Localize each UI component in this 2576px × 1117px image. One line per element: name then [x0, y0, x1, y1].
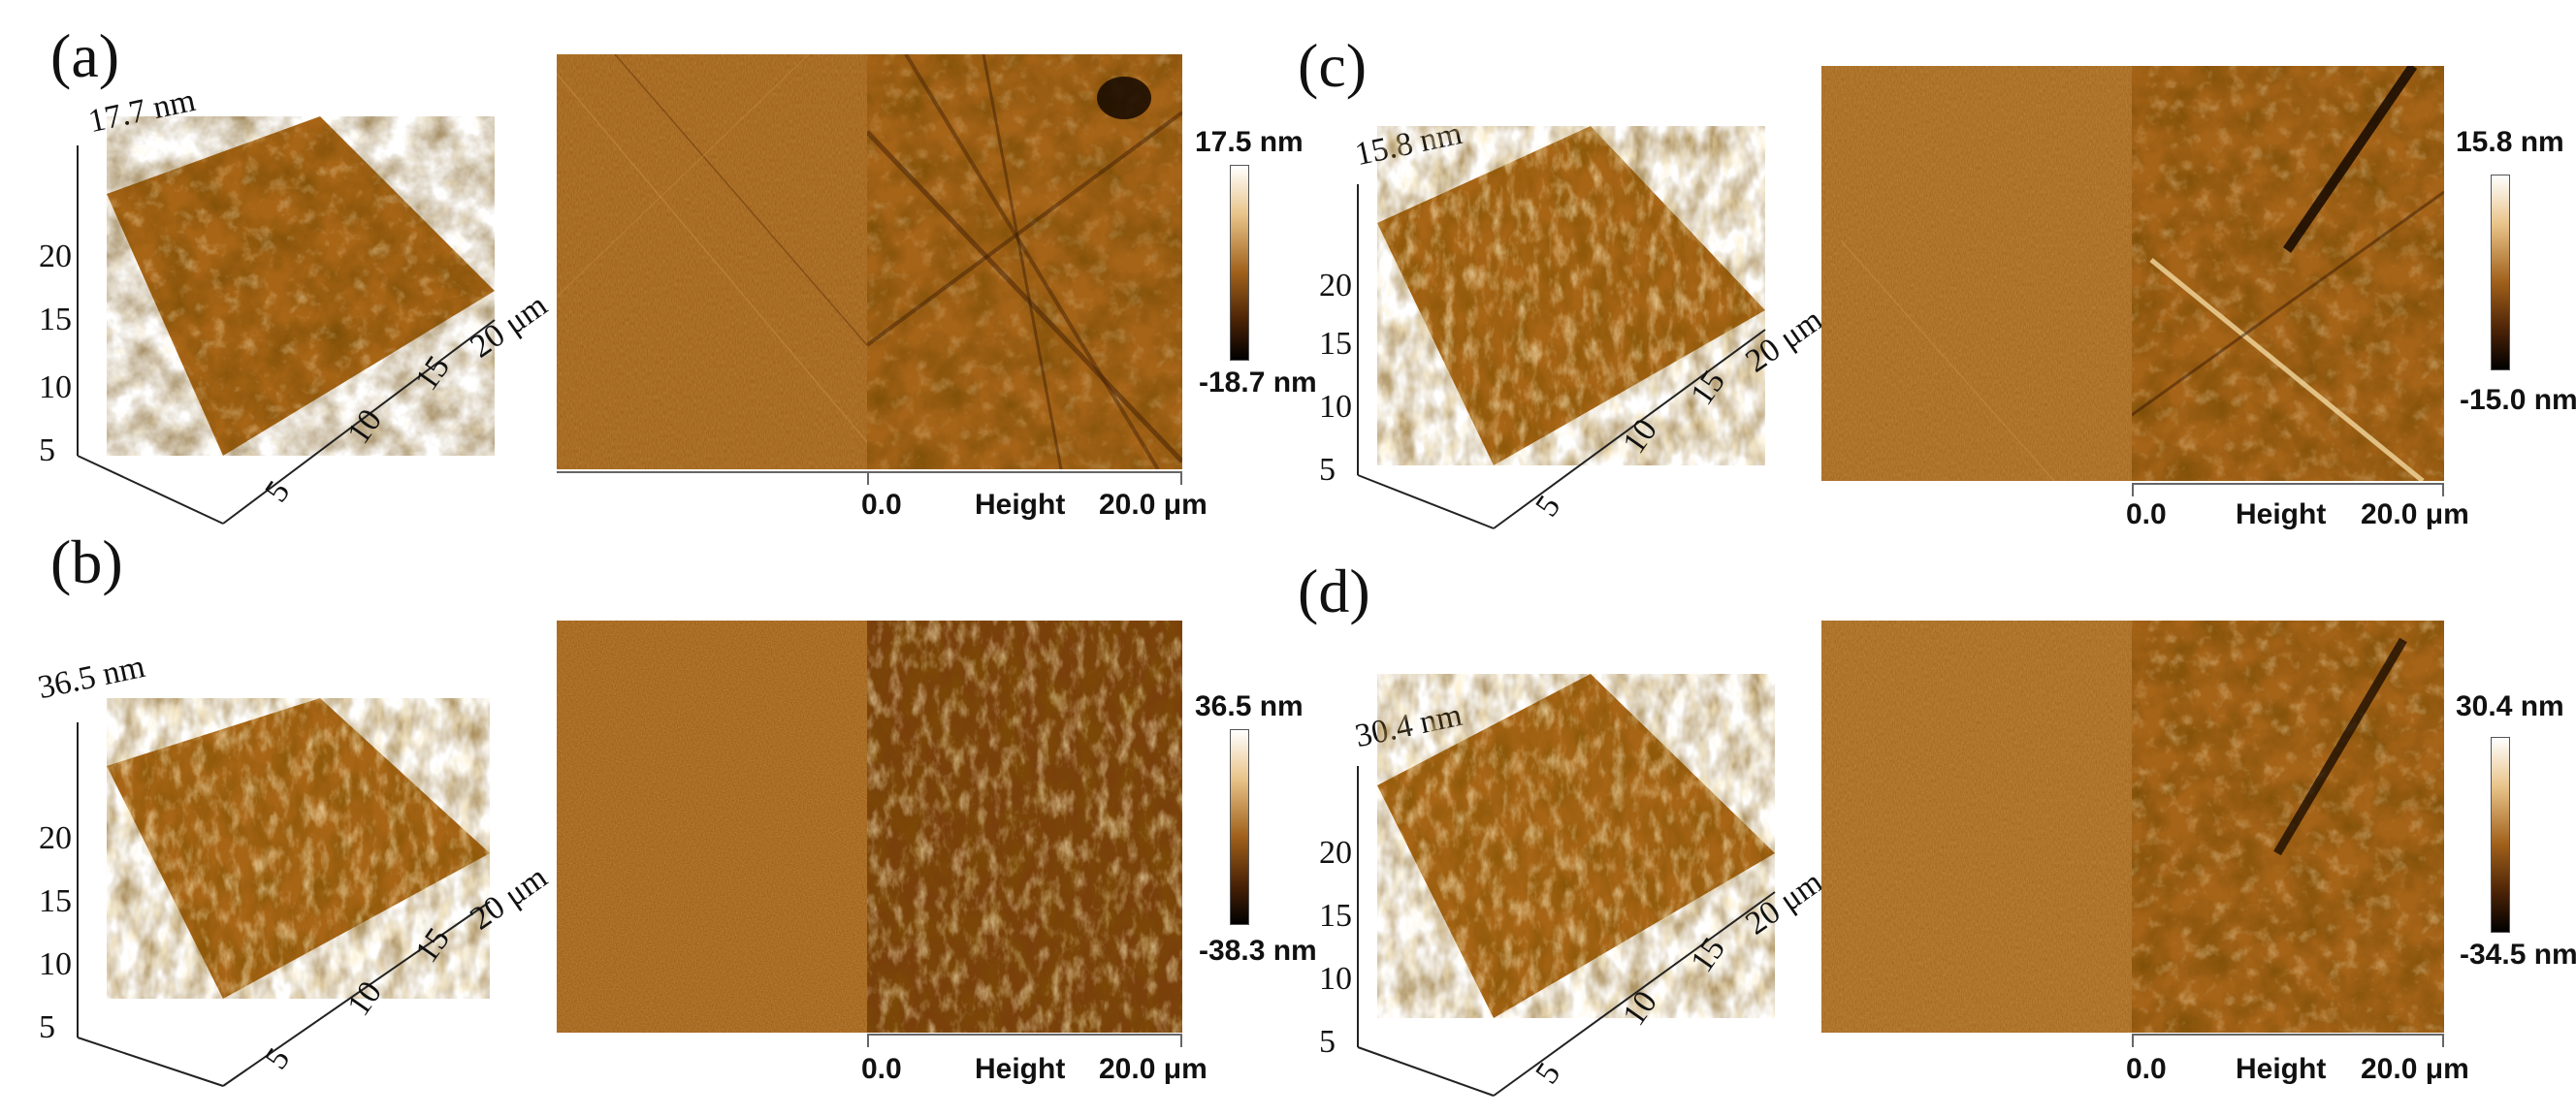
tick-x-20-d: 20 μm [1739, 864, 1829, 941]
panel-label-a: (a) [50, 21, 120, 90]
axis-end-c: 20.0 μm [2361, 498, 2469, 530]
scale-min-a: -18.7 nm [1199, 367, 1317, 399]
phase-image-d [1821, 621, 2132, 1033]
axis-tick-end-d [2442, 1034, 2444, 1047]
color-scale-bar-c [2491, 175, 2510, 370]
scale-max-b: 36.5 nm [1195, 690, 1304, 722]
scale-max-a: 17.5 nm [1195, 126, 1304, 158]
tick-y-5-a: 5 [39, 432, 55, 468]
scale-max-c: 15.8 nm [2456, 126, 2564, 158]
color-scale-bar-d [2491, 737, 2510, 933]
axis-mid-b: Height [975, 1053, 1066, 1085]
axis-tick-b [867, 1034, 869, 1047]
axis-mid-a: Height [975, 489, 1066, 521]
panel-label-d: (d) [1298, 557, 1370, 625]
tick-y-20-c: 20 [1319, 268, 1352, 303]
axis-mid-d: Height [2236, 1053, 2327, 1085]
tick-y-15-c: 15 [1319, 326, 1352, 362]
tick-y-10-a: 10 [39, 369, 72, 405]
axis-tick-c [2132, 483, 2134, 496]
tick-y-20-b: 20 [39, 820, 72, 856]
scale-min-b: -38.3 nm [1199, 935, 1317, 967]
color-scale-bar-b [1230, 729, 1249, 925]
tick-x-15-d: 15 [1684, 932, 1732, 979]
phase-image-b [557, 621, 867, 1033]
tick-y-20-a: 20 [39, 239, 72, 274]
tick-y-20-d: 20 [1319, 835, 1352, 871]
axis-start-d: 0.0 [2126, 1053, 2167, 1085]
phase-image-a [557, 54, 867, 469]
tick-y-10-d: 10 [1319, 961, 1352, 997]
scale-min-d: -34.5 nm [2460, 939, 2576, 971]
tick-y-15-b: 15 [39, 883, 72, 919]
tick-y-15-a: 15 [39, 302, 72, 337]
axis-tick-a [867, 471, 869, 485]
tick-y-10-b: 10 [39, 946, 72, 982]
height-image-d [2132, 621, 2444, 1033]
height-image-b [867, 621, 1182, 1033]
axis-tick-end-b [1180, 1034, 1182, 1047]
phase-image-c [1821, 66, 2132, 481]
tick-y-5-c: 5 [1319, 452, 1336, 488]
height-image-a [867, 54, 1182, 469]
axis-tick-d [2132, 1034, 2134, 1047]
image-baseline-a [557, 471, 1182, 473]
axis-end-a: 20.0 μm [1099, 489, 1208, 521]
color-scale-bar-a [1230, 165, 1249, 361]
axis-start-b: 0.0 [861, 1053, 902, 1085]
image-baseline-d [2132, 1034, 2444, 1036]
tick-y-10-c: 10 [1319, 389, 1352, 425]
axis-mid-c: Height [2236, 498, 2327, 530]
image-baseline-b [867, 1034, 1182, 1036]
axis-tick-end-c [2442, 483, 2444, 496]
scale-min-c: -15.0 nm [2460, 384, 2576, 416]
panel-label-b: (b) [50, 527, 123, 596]
tick-x-5-d: 5 [1529, 1056, 1567, 1090]
tick-y-5-b: 5 [39, 1009, 55, 1045]
tick-y-5-d: 5 [1319, 1024, 1336, 1060]
tick-x-10-d: 10 [1616, 985, 1664, 1033]
image-baseline-c [2132, 483, 2444, 485]
tick-y-15-d: 15 [1319, 898, 1352, 934]
panel-label-c: (c) [1298, 31, 1368, 100]
scale-max-d: 30.4 nm [2456, 690, 2564, 722]
axis-end-b: 20.0 μm [1099, 1053, 1208, 1085]
axis-start-a: 0.0 [861, 489, 902, 521]
axis-start-c: 0.0 [2126, 498, 2167, 530]
axis-tick-end-a [1180, 471, 1182, 485]
axis-end-d: 20.0 μm [2361, 1053, 2469, 1085]
height-image-c [2132, 66, 2444, 481]
